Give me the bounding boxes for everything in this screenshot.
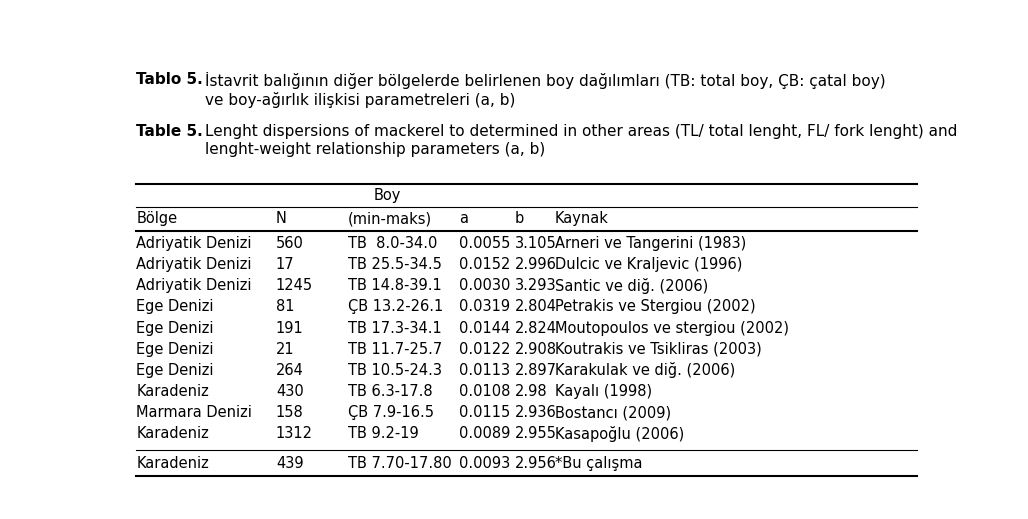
- Text: 2.897: 2.897: [515, 363, 557, 378]
- Text: 0.0152: 0.0152: [460, 257, 511, 272]
- Text: 0.0144: 0.0144: [460, 321, 510, 336]
- Text: TB 6.3-17.8: TB 6.3-17.8: [347, 384, 432, 399]
- Text: 158: 158: [276, 405, 303, 420]
- Text: TB 7.70-17.80: TB 7.70-17.80: [347, 456, 451, 471]
- Text: Petrakis ve Stergiou (2002): Petrakis ve Stergiou (2002): [555, 299, 756, 315]
- Text: 0.0122: 0.0122: [460, 342, 511, 357]
- Text: 0.0030: 0.0030: [460, 278, 511, 293]
- Text: (min-maks): (min-maks): [347, 211, 432, 226]
- Text: 0.0108: 0.0108: [460, 384, 511, 399]
- Text: 1312: 1312: [276, 427, 313, 442]
- Text: 439: 439: [276, 456, 303, 471]
- Text: 2.804: 2.804: [515, 299, 557, 315]
- Text: 3.293: 3.293: [515, 278, 556, 293]
- Text: 0.0093: 0.0093: [460, 456, 510, 471]
- Text: 0.0089: 0.0089: [460, 427, 511, 442]
- Text: Adriyatik Denizi: Adriyatik Denizi: [137, 278, 252, 293]
- Text: İstavrit balığının diğer bölgelerde belirlenen boy dağılımları (TB: total boy, Ç: İstavrit balığının diğer bölgelerde beli…: [205, 72, 885, 108]
- Text: 560: 560: [276, 236, 303, 251]
- Text: Table 5.: Table 5.: [137, 124, 204, 139]
- Text: TB 17.3-34.1: TB 17.3-34.1: [347, 321, 441, 336]
- Text: Karadeniz: Karadeniz: [137, 384, 210, 399]
- Text: Karadeniz: Karadeniz: [137, 456, 210, 471]
- Text: 264: 264: [276, 363, 303, 378]
- Text: Karakulak ve diğ. (2006): Karakulak ve diğ. (2006): [555, 362, 735, 378]
- Text: Santic ve diğ. (2006): Santic ve diğ. (2006): [555, 278, 708, 294]
- Text: Moutopoulos ve stergiou (2002): Moutopoulos ve stergiou (2002): [555, 321, 788, 336]
- Text: ÇB 7.9-16.5: ÇB 7.9-16.5: [347, 405, 434, 420]
- Text: 0.0115: 0.0115: [460, 405, 510, 420]
- Text: Ege Denizi: Ege Denizi: [137, 321, 214, 336]
- Text: 0.0319: 0.0319: [460, 299, 510, 315]
- Text: Ege Denizi: Ege Denizi: [137, 342, 214, 357]
- Text: 2.955: 2.955: [515, 427, 557, 442]
- Text: Dulcic ve Kraljevic (1996): Dulcic ve Kraljevic (1996): [555, 257, 742, 272]
- Text: TB 9.2-19: TB 9.2-19: [347, 427, 418, 442]
- Text: TB 10.5-24.3: TB 10.5-24.3: [347, 363, 442, 378]
- Text: Arneri ve Tangerini (1983): Arneri ve Tangerini (1983): [555, 236, 746, 251]
- Text: *Bu çalışma: *Bu çalışma: [555, 456, 642, 471]
- Text: 430: 430: [276, 384, 303, 399]
- Text: Adriyatik Denizi: Adriyatik Denizi: [137, 257, 252, 272]
- Text: 2.956: 2.956: [515, 456, 557, 471]
- Text: 21: 21: [276, 342, 294, 357]
- Text: a: a: [460, 211, 468, 226]
- Text: Kayalı (1998): Kayalı (1998): [555, 384, 652, 399]
- Text: Ege Denizi: Ege Denizi: [137, 299, 214, 315]
- Text: 0.0055: 0.0055: [460, 236, 511, 251]
- Text: TB 14.8-39.1: TB 14.8-39.1: [347, 278, 441, 293]
- Text: Koutrakis ve Tsikliras (2003): Koutrakis ve Tsikliras (2003): [555, 342, 762, 357]
- Text: 3.105: 3.105: [515, 236, 556, 251]
- Text: Marmara Denizi: Marmara Denizi: [137, 405, 252, 420]
- Text: Adriyatik Denizi: Adriyatik Denizi: [137, 236, 252, 251]
- Text: Tablo 5.: Tablo 5.: [137, 72, 204, 87]
- Text: Bostancı (2009): Bostancı (2009): [555, 405, 671, 420]
- Text: TB 25.5-34.5: TB 25.5-34.5: [347, 257, 441, 272]
- Text: b: b: [515, 211, 524, 226]
- Text: TB  8.0-34.0: TB 8.0-34.0: [347, 236, 437, 251]
- Text: Boy: Boy: [374, 188, 401, 203]
- Text: 1245: 1245: [276, 278, 313, 293]
- Text: TB 11.7-25.7: TB 11.7-25.7: [347, 342, 442, 357]
- Text: Bölge: Bölge: [137, 211, 178, 226]
- Text: ÇB 13.2-26.1: ÇB 13.2-26.1: [347, 299, 443, 315]
- Text: 191: 191: [276, 321, 303, 336]
- Text: 2.996: 2.996: [515, 257, 557, 272]
- Text: Kasapoğlu (2006): Kasapoğlu (2006): [555, 426, 684, 442]
- Text: Ege Denizi: Ege Denizi: [137, 363, 214, 378]
- Text: 2.98: 2.98: [515, 384, 548, 399]
- Text: 2.824: 2.824: [515, 321, 557, 336]
- Text: 2.936: 2.936: [515, 405, 556, 420]
- Text: Lenght dispersions of mackerel to determined in other areas (TL/ total lenght, F: Lenght dispersions of mackerel to determ…: [205, 124, 957, 157]
- Text: Kaynak: Kaynak: [555, 211, 609, 226]
- Text: 0.0113: 0.0113: [460, 363, 510, 378]
- Text: 81: 81: [276, 299, 294, 315]
- Text: 2.908: 2.908: [515, 342, 557, 357]
- Text: 17: 17: [276, 257, 294, 272]
- Text: N: N: [276, 211, 287, 226]
- Text: Karadeniz: Karadeniz: [137, 427, 210, 442]
